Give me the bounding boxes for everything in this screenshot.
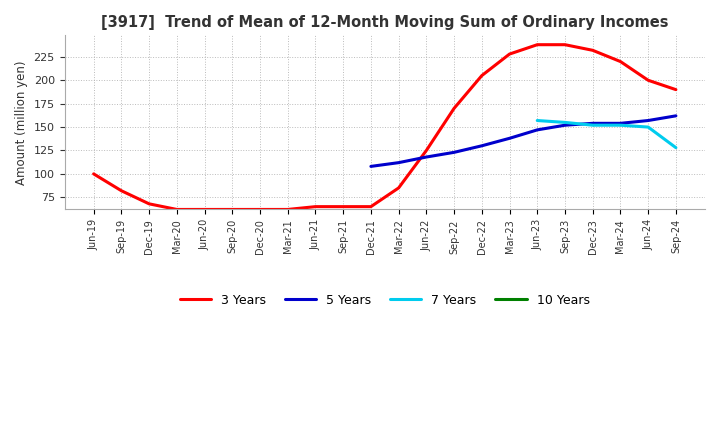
3 Years (672, 87, 680, 92)
7 Years (588, 123, 597, 128)
Line: 7 Years: 7 Years (537, 121, 676, 148)
3 Years (284, 207, 292, 212)
3 Years (505, 51, 514, 57)
3 Years (477, 73, 486, 78)
3 Years (117, 188, 126, 193)
5 Years (477, 143, 486, 148)
5 Years (644, 118, 652, 123)
3 Years (311, 204, 320, 209)
3 Years (616, 59, 625, 64)
3 Years (89, 171, 98, 176)
3 Years (339, 204, 348, 209)
3 Years (228, 207, 237, 212)
5 Years (533, 127, 541, 132)
3 Years (173, 207, 181, 212)
5 Years (672, 113, 680, 118)
3 Years (366, 204, 375, 209)
5 Years (395, 160, 403, 165)
5 Years (505, 136, 514, 141)
3 Years (145, 201, 153, 206)
5 Years (588, 121, 597, 126)
7 Years (672, 145, 680, 150)
Legend: 3 Years, 5 Years, 7 Years, 10 Years: 3 Years, 5 Years, 7 Years, 10 Years (175, 289, 595, 312)
3 Years (588, 48, 597, 53)
Title: [3917]  Trend of Mean of 12-Month Moving Sum of Ordinary Incomes: [3917] Trend of Mean of 12-Month Moving … (101, 15, 668, 30)
7 Years (644, 125, 652, 130)
3 Years (533, 42, 541, 48)
3 Years (200, 207, 209, 212)
3 Years (395, 185, 403, 191)
7 Years (616, 123, 625, 128)
5 Years (450, 150, 459, 155)
5 Years (366, 164, 375, 169)
3 Years (422, 148, 431, 153)
Line: 5 Years: 5 Years (371, 116, 676, 166)
5 Years (616, 121, 625, 126)
7 Years (561, 120, 570, 125)
3 Years (644, 77, 652, 83)
5 Years (561, 123, 570, 128)
Y-axis label: Amount (million yen): Amount (million yen) (15, 60, 28, 185)
3 Years (450, 106, 459, 111)
Line: 3 Years: 3 Years (94, 45, 676, 209)
3 Years (256, 207, 264, 212)
3 Years (561, 42, 570, 48)
5 Years (422, 154, 431, 160)
7 Years (533, 118, 541, 123)
